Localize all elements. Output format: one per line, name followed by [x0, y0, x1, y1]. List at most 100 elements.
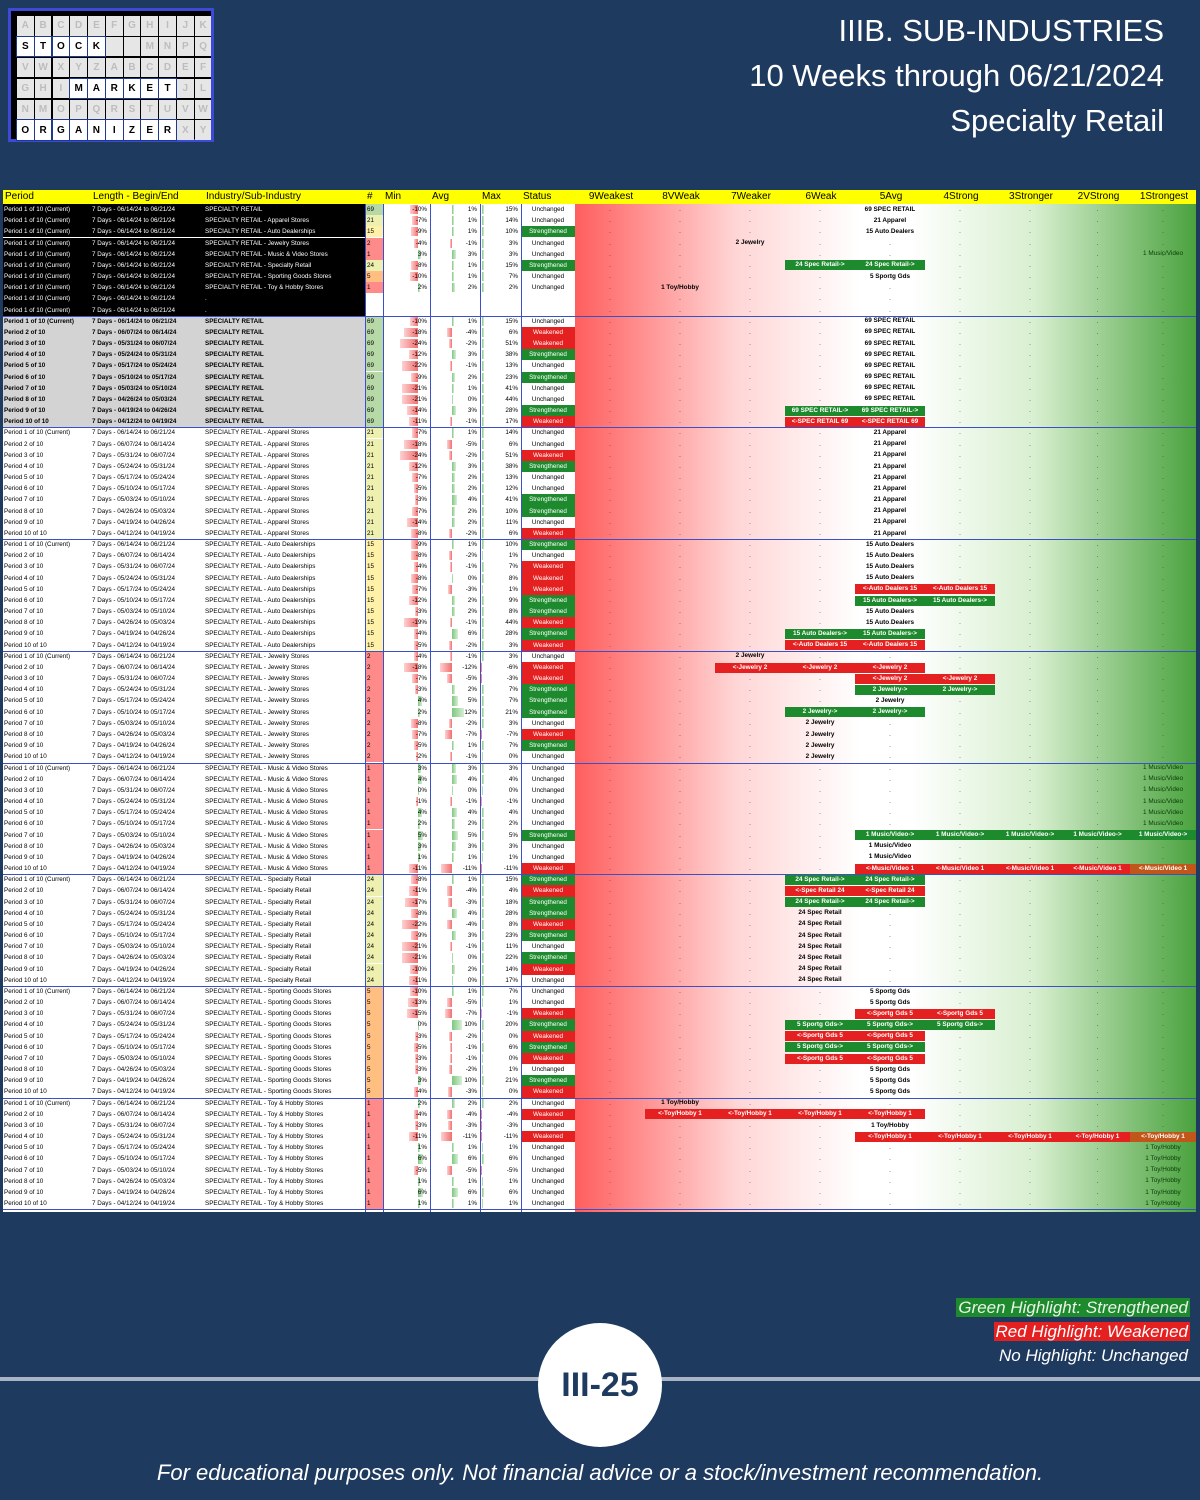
avg-cell: -2%	[430, 1030, 480, 1042]
value-bar	[447, 1109, 452, 1119]
avg-cell: 1%	[430, 427, 480, 439]
value-bar	[414, 651, 418, 661]
rank-placeholder-dot: .	[819, 831, 821, 839]
period-cell: Period 3 of 10	[4, 675, 44, 683]
rank-placeholder-dot: .	[609, 429, 611, 437]
period-cell: Period 3 of 10	[4, 1010, 44, 1018]
rank-placeholder-dot: .	[1096, 295, 1099, 303]
rank-placeholder-dot: .	[679, 909, 681, 917]
min-cell: -19%	[383, 617, 430, 629]
rank-placeholder-dot: .	[609, 552, 611, 560]
rank-placeholder-dot: .	[1162, 641, 1164, 649]
rank-placeholder-dot: .	[889, 798, 891, 805]
value-bar	[482, 1098, 484, 1108]
value-bar	[482, 763, 484, 773]
value-text: -5%	[415, 485, 427, 493]
logo-filler-letter: M	[141, 36, 159, 57]
value-bar	[452, 249, 456, 259]
value-text: -1%	[465, 652, 477, 660]
value-bar	[480, 1132, 482, 1142]
rank-marker: <-Sportg Gds 5	[785, 1031, 855, 1042]
value-bar	[411, 908, 418, 918]
rank-marker: 2 Jewelry	[805, 752, 835, 760]
rank-placeholder-dot: .	[889, 1144, 891, 1152]
rank-placeholder-dot: .	[819, 764, 821, 772]
count-cell: 2	[365, 661, 383, 674]
value-bar	[418, 249, 422, 259]
value-text: -5%	[465, 440, 477, 448]
length-cell: 7 Days - 05/17/24 to 05/24/24	[92, 1032, 175, 1040]
rank-placeholder-dot: .	[609, 943, 611, 951]
rank-placeholder-dot: .	[1096, 284, 1099, 292]
rank-placeholder-dot: .	[679, 619, 681, 627]
value-bar	[414, 562, 418, 572]
rank-placeholder-dot: .	[1096, 596, 1099, 604]
value-bar	[404, 662, 418, 673]
rank-placeholder-dot: .	[679, 585, 681, 593]
rank-placeholder-dot: .	[679, 831, 681, 839]
rank-placeholder-dot: .	[1029, 652, 1031, 660]
rank-placeholder-dot: .	[609, 630, 611, 638]
rank-placeholder-dot: .	[819, 1155, 821, 1163]
legend-weakened: Red Highlight: Weakened	[993, 1322, 1190, 1341]
rank-placeholder-dot: .	[679, 876, 681, 884]
rank-placeholder-dot: .	[819, 619, 821, 627]
min-cell: -9%	[383, 226, 430, 238]
value-text: 0%	[467, 976, 477, 984]
value-text: -4%	[465, 328, 477, 336]
avg-cell: 1%	[430, 985, 480, 998]
rank-placeholder-dot: .	[819, 775, 821, 783]
rank-marker: 24 Spec Retail	[798, 931, 842, 939]
value-text: 3%	[467, 462, 477, 470]
value-text: 1%	[467, 853, 477, 861]
logo-letter: I	[104, 119, 124, 141]
rank-marker: 2 Jewelry->	[925, 684, 995, 695]
status-cell: Weakened	[521, 963, 575, 975]
value-bar	[452, 595, 455, 606]
column-header: Industry/Sub-Industry	[204, 190, 365, 204]
rank-placeholder-dot: .	[819, 608, 821, 616]
value-text: 38%	[505, 351, 518, 359]
count-cell: 1	[365, 796, 383, 808]
value-text: 2%	[508, 284, 518, 292]
rank-placeholder-dot: .	[889, 1066, 891, 1074]
industry-cell: SPECIALTY RETAIL - Music & Video Stores	[205, 831, 328, 839]
value-text: -2%	[415, 753, 427, 761]
period-cell: Period 2 of 10	[4, 328, 46, 336]
logo-filler-letter: X	[52, 57, 70, 78]
period-cell: Period 2 of 10	[4, 775, 44, 783]
value-text: 1%	[467, 742, 477, 750]
rank-placeholder-dot: .	[679, 686, 681, 694]
rank-placeholder-dot: .	[1162, 474, 1164, 482]
length-cell: 7 Days - 05/10/24 to 05/17/24	[92, 1043, 175, 1051]
min-cell: 4%	[383, 807, 430, 819]
value-bar	[449, 718, 452, 728]
value-bar	[403, 618, 418, 628]
status-cell: Weakened	[521, 416, 575, 428]
rank-placeholder-dot: .	[679, 1166, 681, 1174]
avg-cell: 4%	[430, 907, 480, 919]
max-cell: 15%	[480, 259, 521, 271]
rank-placeholder-dot: .	[1096, 440, 1099, 448]
value-text: 6%	[508, 328, 518, 336]
length-cell: 7 Days - 06/07/24 to 06/14/24	[92, 887, 175, 895]
rank-marker: <-Sportg Gds 5	[925, 1008, 995, 1019]
block-separator	[3, 427, 1196, 429]
rank-placeholder-dot: .	[1029, 1099, 1031, 1107]
length-cell: 7 Days - 04/26/24 to 05/03/24	[92, 619, 175, 627]
column-divider	[365, 204, 366, 1212]
count-cell: 5	[365, 1052, 383, 1064]
value-bar	[480, 864, 482, 874]
value-text: -4%	[465, 1110, 477, 1118]
rank-placeholder-dot: .	[609, 474, 611, 482]
rank-placeholder-dot: .	[819, 753, 821, 761]
rank-placeholder-dot: .	[749, 585, 751, 593]
status-cell: Weakened	[521, 449, 575, 461]
rank-placeholder-dot: .	[959, 920, 961, 928]
rank-placeholder-dot: .	[959, 462, 961, 470]
industry-cell: SPECIALTY RETAIL - Jewelry Stores	[205, 708, 310, 716]
rank-placeholder-dot: .	[749, 1133, 751, 1141]
logo-filler-letter: E	[177, 57, 194, 78]
rank-placeholder-dot: .	[889, 362, 891, 370]
rank-placeholder-dot: .	[679, 965, 681, 973]
